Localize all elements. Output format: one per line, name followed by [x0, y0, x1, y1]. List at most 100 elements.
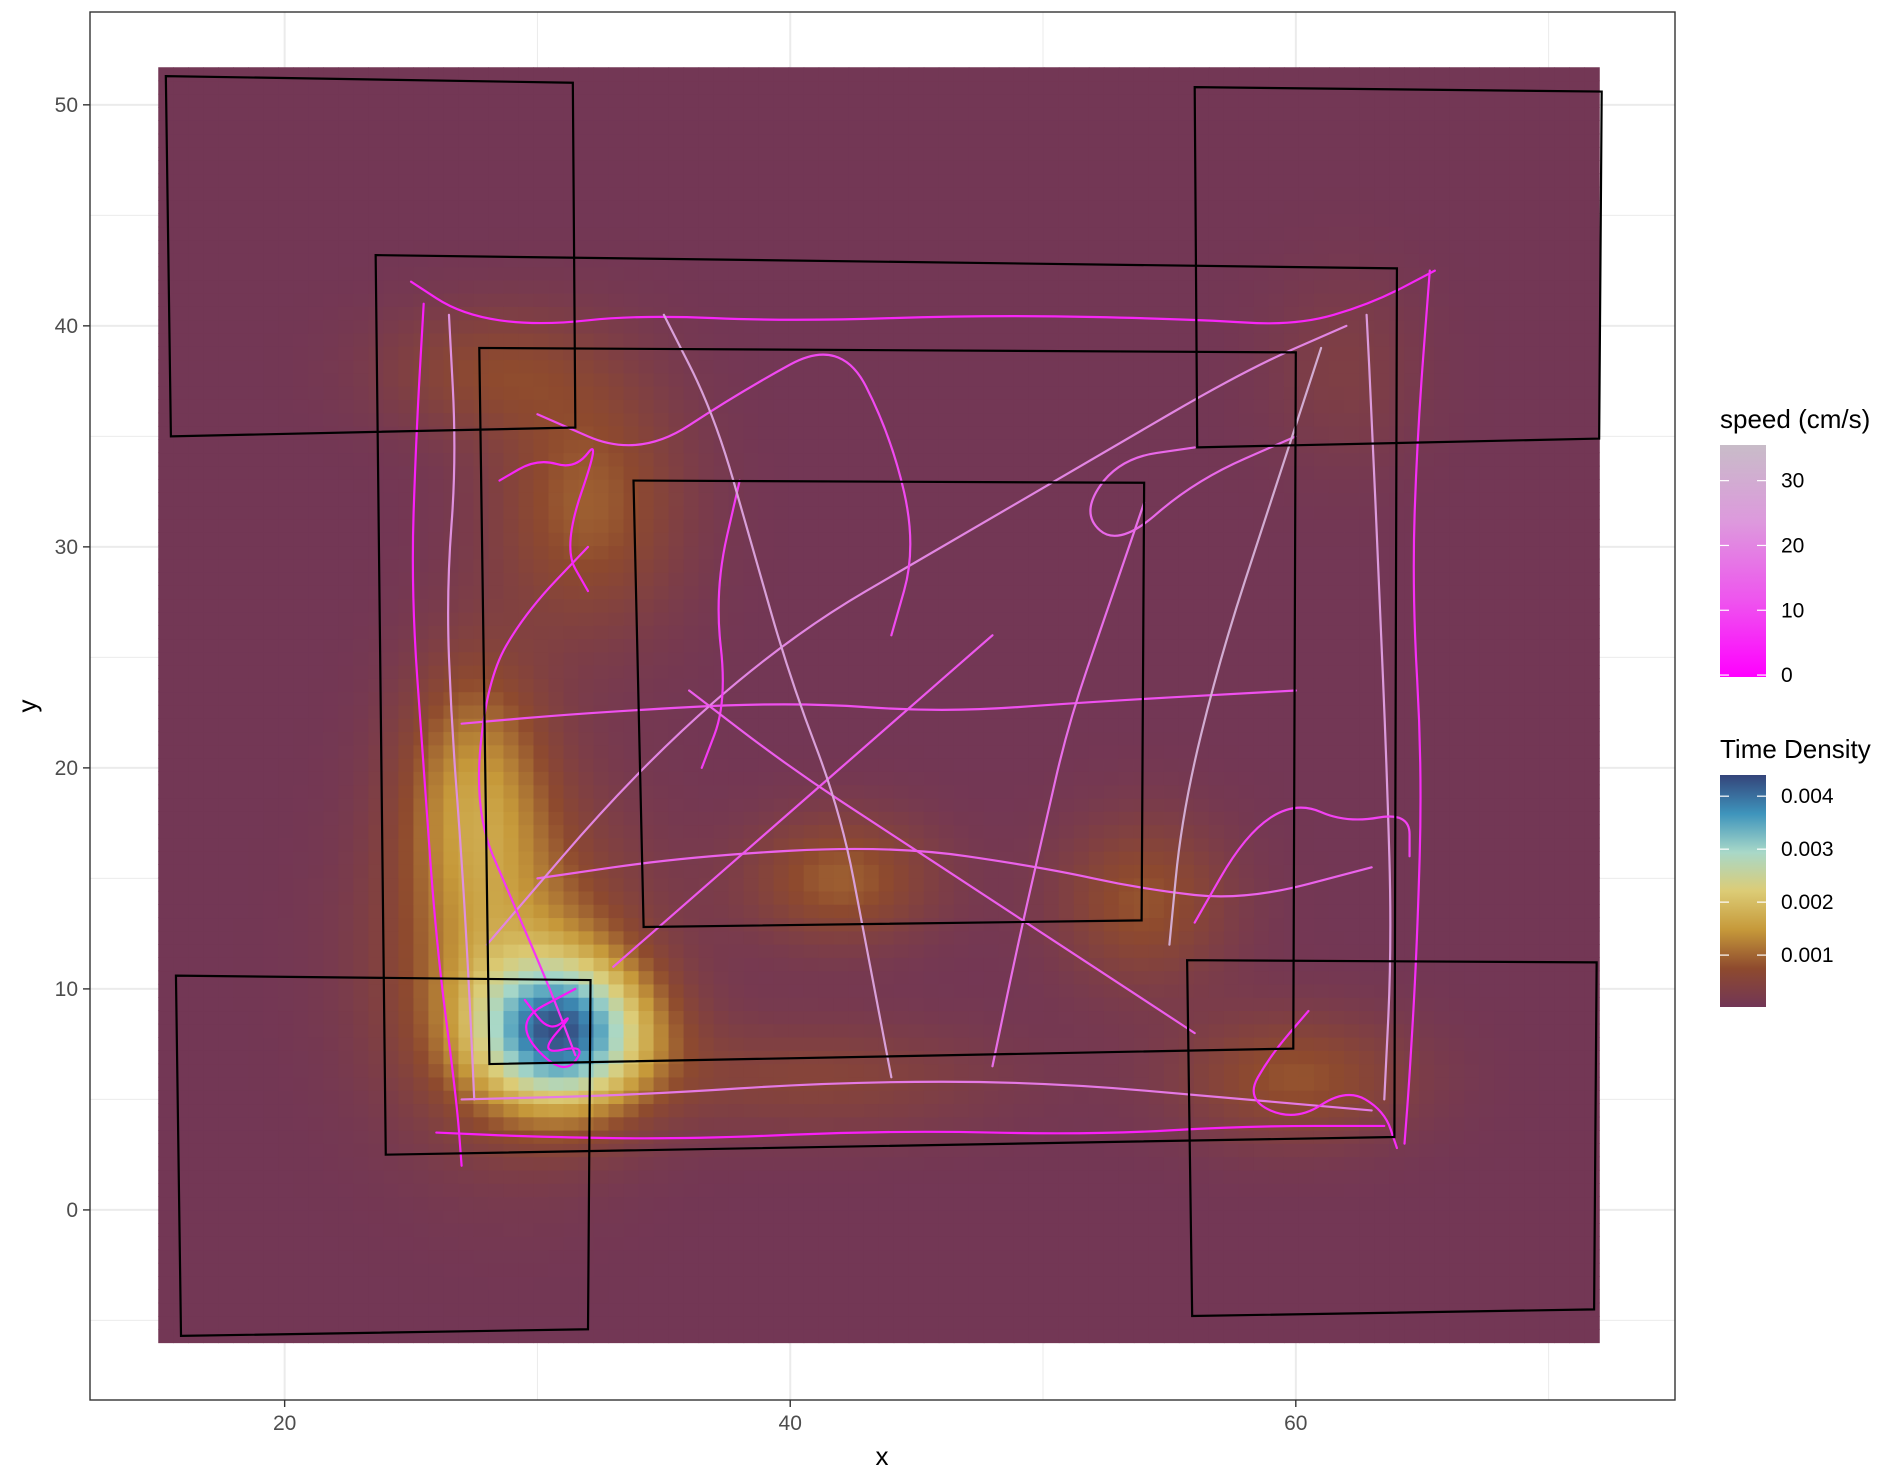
heatmap-cell [413, 505, 430, 520]
heatmap-cell [518, 412, 535, 427]
heatmap-cell [173, 452, 189, 467]
heatmap-cell [173, 80, 189, 95]
heatmap-cell [188, 983, 204, 998]
heatmap-cell [338, 1010, 354, 1025]
heatmap-cell [713, 505, 730, 520]
heatmap-cell [308, 1010, 324, 1025]
heatmap-cell [278, 439, 294, 454]
heatmap-cell [818, 651, 835, 666]
heatmap-cell [578, 585, 595, 600]
heatmap-cell [308, 957, 324, 972]
heatmap-cell [293, 1050, 309, 1065]
heatmap-cell [308, 731, 324, 746]
heatmap-cell [248, 1289, 264, 1304]
heatmap-cell [188, 598, 204, 613]
heatmap-cell [908, 558, 925, 573]
heatmap-cell [443, 306, 460, 321]
heatmap-cell [893, 731, 910, 746]
heatmap-cell [293, 465, 309, 480]
heatmap-cell [488, 186, 505, 201]
heatmap-cell [878, 1315, 895, 1330]
heatmap-cell [593, 399, 610, 414]
heatmap-cell [353, 1222, 369, 1237]
heatmap-cell [728, 359, 745, 374]
heatmap-cell [533, 1183, 550, 1198]
heatmap-cell [428, 824, 445, 839]
heatmap-cell [518, 479, 535, 493]
heatmap-cell [578, 80, 595, 95]
heatmap-cell [713, 678, 730, 693]
heatmap-cell [458, 120, 475, 135]
heatmap-cell [518, 492, 535, 507]
heatmap-cell [698, 186, 715, 201]
heatmap-cell [473, 611, 490, 626]
heatmap-cell [293, 1183, 309, 1198]
heatmap-cell [458, 1116, 475, 1131]
heatmap-cell [518, 505, 535, 520]
heatmap-cell [698, 678, 715, 693]
heatmap-cell [353, 146, 369, 161]
heatmap-cell [743, 784, 760, 799]
heatmap-cell [353, 399, 369, 414]
heatmap-cell [428, 399, 445, 414]
heatmap-cell [263, 439, 279, 454]
heatmap-cell [578, 186, 595, 201]
heatmap-cell [908, 399, 925, 414]
heatmap-cell [398, 518, 415, 533]
heatmap-cell [263, 917, 279, 932]
heatmap-cell [863, 1222, 880, 1237]
heatmap-cell [773, 1169, 790, 1184]
heatmap-cell [428, 811, 445, 826]
heatmap-cell [323, 1129, 339, 1144]
heatmap-cell [308, 651, 324, 666]
heatmap-cell [248, 572, 264, 586]
heatmap-cell [533, 877, 550, 892]
heatmap-cell [308, 492, 324, 507]
heatmap-cell [578, 518, 595, 533]
heatmap-cell [878, 545, 895, 560]
heatmap-cell [818, 160, 835, 175]
heatmap-cell [683, 1329, 700, 1344]
heatmap-cell [698, 532, 715, 547]
heatmap-cell [503, 505, 520, 520]
heatmap-cell [563, 1183, 580, 1198]
heatmap-cell [623, 704, 640, 719]
heatmap-cell [683, 930, 700, 945]
heatmap-cell [908, 638, 925, 653]
heatmap-cell [548, 837, 565, 852]
heatmap-cell [158, 837, 174, 852]
heatmap-cell [548, 598, 565, 613]
heatmap-cell [188, 200, 204, 214]
heatmap-cell [713, 1222, 730, 1237]
heatmap-cell [263, 253, 279, 268]
heatmap-cell [428, 1236, 445, 1251]
heatmap-cell [308, 558, 324, 573]
heatmap-cell [518, 917, 535, 932]
heatmap-cell [263, 797, 279, 812]
heatmap-cell [263, 545, 279, 560]
heatmap-cell [218, 1302, 234, 1317]
heatmap-cell [848, 545, 865, 560]
heatmap-cell [368, 1302, 384, 1317]
heatmap-cell [788, 598, 805, 613]
heatmap-cell [788, 1023, 805, 1038]
heatmap-cell [818, 957, 835, 972]
heatmap-cell [533, 266, 550, 281]
heatmap-cell [743, 439, 760, 454]
heatmap-cell [188, 957, 204, 972]
heatmap-cell [188, 1036, 204, 1051]
heatmap-cell [473, 558, 490, 573]
heatmap-cell [173, 186, 189, 201]
heatmap-cell [158, 771, 174, 786]
heatmap-cell [578, 465, 595, 480]
heatmap-cell [518, 1196, 535, 1211]
heatmap-cell [188, 1222, 204, 1237]
heatmap-cell [458, 399, 475, 414]
heatmap-cell [278, 758, 294, 772]
heatmap-cell [308, 1036, 324, 1051]
heatmap-cell [503, 1010, 520, 1025]
heatmap-cell [623, 638, 640, 653]
heatmap-cell [533, 572, 550, 586]
heatmap-cell [713, 319, 730, 334]
heatmap-cell [623, 625, 640, 640]
